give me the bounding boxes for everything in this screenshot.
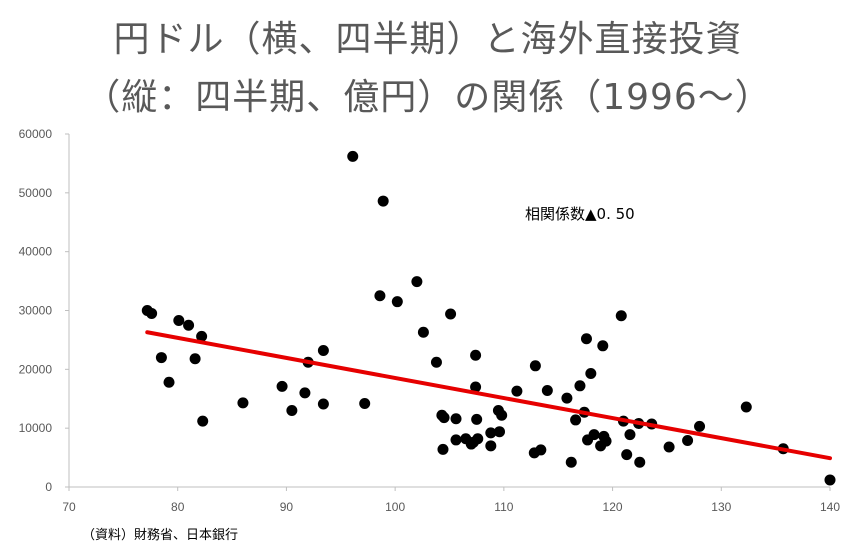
x-tick-label: 110: [494, 500, 513, 514]
data-point: [417, 326, 429, 338]
data-point: [438, 412, 450, 424]
data-point: [196, 330, 208, 342]
data-point: [561, 392, 573, 404]
data-point: [535, 444, 547, 456]
data-point: [450, 434, 462, 446]
x-tick-label: 130: [711, 500, 731, 514]
y-tick-label: 50000: [19, 186, 53, 200]
x-tick-label: 90: [280, 500, 294, 514]
y-tick-label: 40000: [19, 245, 53, 259]
data-point: [197, 415, 209, 427]
x-tick-label: 140: [820, 500, 840, 514]
data-point: [824, 474, 836, 486]
data-point: [588, 429, 600, 441]
data-point: [529, 360, 541, 372]
data-point: [663, 441, 675, 453]
chart-title-line2: （縦：四半期、億円）の関係（1996～）: [84, 77, 772, 118]
y-tick-label: 10000: [19, 421, 53, 435]
source-note: （資料）財務省、日本銀行: [82, 528, 239, 543]
data-point: [471, 413, 483, 425]
data-point: [485, 427, 497, 439]
data-point: [470, 381, 482, 393]
y-tick-label: 60000: [19, 127, 53, 141]
data-point: [317, 398, 329, 410]
data-point: [359, 397, 371, 409]
data-point: [163, 376, 175, 388]
data-point: [585, 367, 597, 379]
data-point: [485, 440, 497, 452]
data-point: [276, 380, 288, 392]
x-tick-label: 100: [385, 500, 405, 514]
y-tick-label: 0: [45, 480, 52, 494]
data-point: [682, 435, 694, 447]
data-point: [565, 456, 577, 468]
data-point: [437, 443, 449, 455]
data-point: [570, 414, 582, 426]
data-point: [155, 352, 167, 364]
data-points: [141, 150, 836, 486]
data-point: [411, 276, 423, 288]
data-point: [494, 426, 506, 438]
data-point: [299, 387, 311, 399]
data-point: [183, 319, 195, 331]
data-point: [146, 307, 158, 319]
x-tick-label: 80: [171, 500, 185, 514]
data-point: [634, 456, 646, 468]
data-point: [450, 413, 462, 425]
data-point: [391, 296, 403, 308]
data-point: [600, 435, 612, 447]
data-point: [621, 449, 633, 461]
chart-axes: 0 10000 20000 30000 40000 50000 60000 70 80 90 100…: [19, 127, 841, 514]
data-point: [472, 433, 484, 445]
data-point: [740, 401, 752, 413]
data-point: [624, 429, 636, 441]
data-point: [511, 385, 523, 397]
data-point: [377, 195, 389, 207]
data-point: [580, 333, 592, 345]
y-tick-label: 20000: [19, 362, 53, 376]
data-point: [189, 353, 201, 365]
data-point: [237, 397, 249, 409]
data-point: [317, 345, 329, 357]
data-point: [445, 308, 457, 320]
data-point: [430, 356, 442, 368]
data-point: [597, 340, 609, 352]
data-point: [615, 310, 627, 322]
data-point: [374, 290, 386, 302]
x-tick-label: 120: [603, 500, 623, 514]
trendline: [145, 330, 832, 461]
data-point: [173, 315, 185, 327]
data-point: [541, 385, 553, 397]
data-point: [574, 380, 586, 392]
data-point: [347, 150, 359, 162]
correlation-annotation: 相関係数▲0. 50: [525, 205, 635, 223]
x-tick-label: 70: [62, 500, 76, 514]
data-point: [694, 420, 706, 432]
y-tick-label: 30000: [19, 304, 53, 318]
data-point: [286, 405, 298, 417]
chart-title-line1: 円ドル（横、四半期）と海外直接投資: [113, 19, 743, 60]
data-point: [470, 349, 482, 361]
data-point: [496, 409, 508, 421]
trendline-group: [145, 330, 832, 461]
